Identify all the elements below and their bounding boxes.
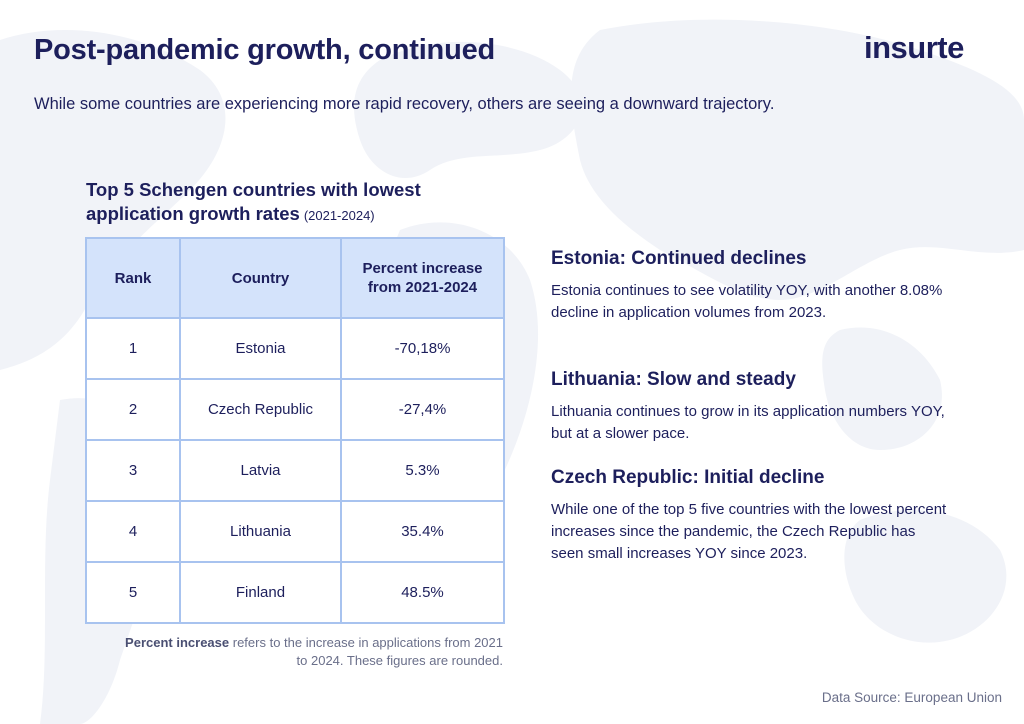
table-title-period: (2021-2024) <box>303 208 375 223</box>
rank-cell: 1 <box>85 317 181 380</box>
country-cell: Finland <box>179 561 342 624</box>
table-row: 3 Latvia 5.3% <box>85 439 505 502</box>
table-header-row: Rank Country Percent increase from 2021-… <box>85 237 505 319</box>
footnote-text: refers to the increase in applications f… <box>229 635 503 668</box>
table-row: 1 Estonia -70,18% <box>85 317 505 380</box>
percent-cell: 5.3% <box>340 439 505 502</box>
table-footnote: Percent increase refers to the increase … <box>120 634 503 670</box>
table-title: Top 5 Schengen countries with lowest app… <box>86 178 506 228</box>
insight-heading: Lithuania: Slow and steady <box>551 369 796 390</box>
insight-heading: Estonia: Continued declines <box>551 248 807 269</box>
insight-body: While one of the top 5 five countries wi… <box>551 501 947 562</box>
rank-cell: 3 <box>85 439 181 502</box>
column-header-country: Country <box>179 237 342 319</box>
insight-lithuania: Lithuania: Slow and steady Lithuania con… <box>551 369 951 445</box>
country-cell: Lithuania <box>179 500 342 563</box>
rank-cell: 4 <box>85 500 181 563</box>
growth-rate-table: Rank Country Percent increase from 2021-… <box>85 237 505 624</box>
data-source: Data Source: European Union <box>821 690 1002 705</box>
rank-cell: 5 <box>85 561 181 624</box>
percent-cell: 35.4% <box>340 500 505 563</box>
footnote-term: Percent increase <box>125 635 230 650</box>
page-subtitle: While some countries are experiencing mo… <box>34 95 775 113</box>
percent-cell: -27,4% <box>340 378 505 441</box>
country-cell: Estonia <box>179 317 342 380</box>
table-row: 5 Finland 48.5% <box>85 561 505 624</box>
insight-estonia: Estonia: Continued declines Estonia cont… <box>551 248 951 324</box>
country-cell: Czech Republic <box>179 378 342 441</box>
percent-cell: 48.5% <box>340 561 505 624</box>
table-title-text: Top 5 Schengen countries with lowest app… <box>86 179 421 224</box>
page-title: Post-pandemic growth, continued <box>34 34 496 66</box>
insight-czech-republic: Czech Republic: Initial decline While on… <box>551 467 951 565</box>
country-cell: Latvia <box>179 439 342 502</box>
insight-heading: Czech Republic: Initial decline <box>551 467 825 488</box>
table-row: 2 Czech Republic -27,4% <box>85 378 505 441</box>
percent-cell: -70,18% <box>340 317 505 380</box>
table-row: 4 Lithuania 35.4% <box>85 500 505 563</box>
insurte-logo: insurte <box>864 30 964 65</box>
column-header-rank: Rank <box>85 237 181 319</box>
column-header-percent-increase: Percent increase from 2021-2024 <box>340 237 505 319</box>
rank-cell: 2 <box>85 378 181 441</box>
insight-body: Lithuania continues to grow in its appli… <box>551 403 945 442</box>
insight-body: Estonia continues to see volatility YOY,… <box>551 282 943 321</box>
